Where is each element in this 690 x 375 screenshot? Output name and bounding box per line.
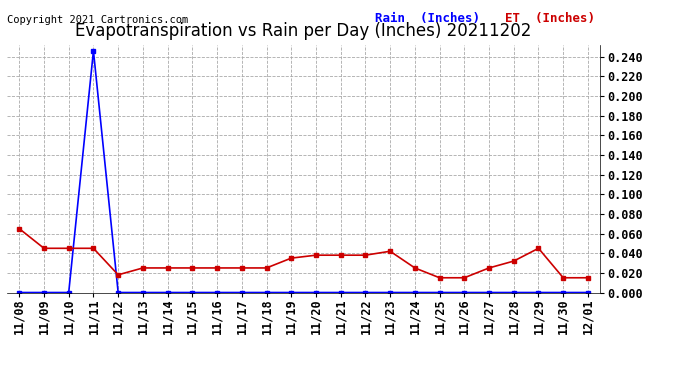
Text: Rain  (Inches): Rain (Inches) [375, 12, 480, 25]
Text: Copyright 2021 Cartronics.com: Copyright 2021 Cartronics.com [7, 15, 188, 25]
Text: Evapotranspiration vs Rain per Day (Inches) 20211202: Evapotranspiration vs Rain per Day (Inch… [75, 22, 532, 40]
Text: ET  (Inches): ET (Inches) [505, 12, 595, 25]
